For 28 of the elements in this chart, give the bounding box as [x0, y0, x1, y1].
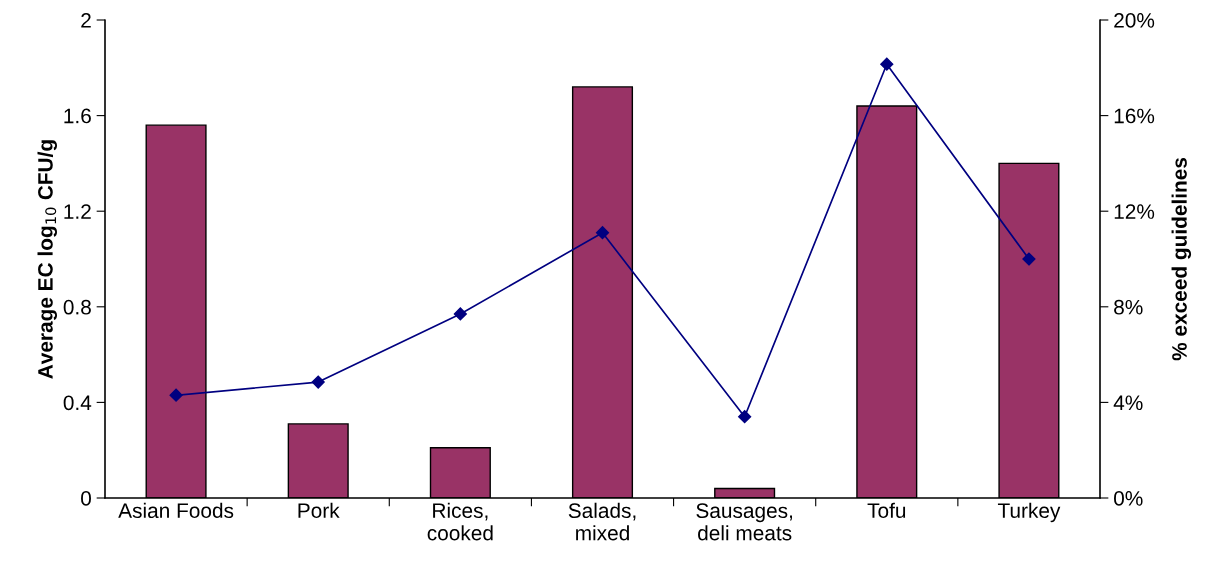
- y-tick-label: 1.2: [64, 204, 91, 219]
- y-tick-label: 0.8: [63, 299, 91, 315]
- point: [169, 388, 183, 402]
- y2-tick-label: 20%: [1114, 13, 1155, 28]
- y-tick-label: 1.6: [64, 108, 91, 124]
- y-tick-label: 0: [81, 491, 91, 506]
- point: [311, 375, 325, 389]
- x-tick-label: Turkey: [997, 502, 1061, 523]
- x-tick-label: Pork: [298, 502, 340, 519]
- point: [738, 410, 752, 424]
- y-tick-label: 0.4: [63, 395, 92, 411]
- y-tick-label: 2: [81, 13, 91, 28]
- x-tick-label: Rices, cooked: [427, 502, 493, 541]
- x-tick-label: Tofu: [867, 502, 906, 519]
- x-tick-label: Sausages, deli meats: [696, 503, 792, 541]
- y2-tick-label: 16%: [1114, 108, 1155, 124]
- y2-tick-label: 8%: [1114, 299, 1143, 315]
- y2-tick-label: 12%: [1114, 204, 1155, 219]
- y2-axis-title: % exceed guidelines: [1171, 157, 1192, 361]
- y-axis-title: Average EC log$_{10}$ CFU/g: [37, 140, 58, 379]
- point: [595, 226, 610, 240]
- point: [1022, 252, 1036, 266]
- point: [453, 307, 467, 321]
- x-tick-label: Asian Foods: [118, 502, 234, 519]
- y2-tick-label: 4%: [1113, 395, 1143, 411]
- point: [880, 57, 894, 71]
- y2-tick-label: 0%: [1114, 491, 1143, 506]
- x-tick-label: Salads, mixed: [568, 502, 636, 541]
